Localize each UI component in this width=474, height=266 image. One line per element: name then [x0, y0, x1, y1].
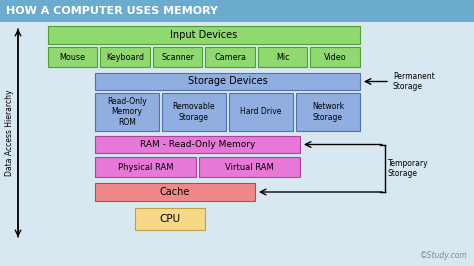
Text: Permanent
Storage: Permanent Storage: [393, 72, 435, 91]
FancyBboxPatch shape: [0, 0, 474, 22]
Text: Read-Only
Memory
ROM: Read-Only Memory ROM: [107, 97, 147, 127]
Text: Video: Video: [324, 52, 346, 61]
Text: Keyboard: Keyboard: [106, 52, 144, 61]
Text: Mouse: Mouse: [60, 52, 86, 61]
FancyBboxPatch shape: [48, 26, 360, 44]
FancyBboxPatch shape: [296, 93, 360, 131]
Text: Data Access Hierarchy: Data Access Hierarchy: [6, 90, 15, 176]
Text: Hard Drive: Hard Drive: [240, 107, 282, 117]
Text: Scanner: Scanner: [161, 52, 194, 61]
FancyBboxPatch shape: [95, 73, 360, 90]
Text: Virtual RAM: Virtual RAM: [225, 163, 274, 172]
Text: CPU: CPU: [159, 214, 181, 224]
FancyBboxPatch shape: [95, 136, 300, 153]
FancyBboxPatch shape: [48, 47, 98, 67]
Text: RAM - Read-Only Memory: RAM - Read-Only Memory: [140, 140, 255, 149]
FancyBboxPatch shape: [153, 47, 202, 67]
FancyBboxPatch shape: [135, 208, 205, 230]
Text: HOW A COMPUTER USES MEMORY: HOW A COMPUTER USES MEMORY: [6, 6, 218, 16]
FancyBboxPatch shape: [206, 47, 255, 67]
Text: Temporary
Storage: Temporary Storage: [388, 159, 428, 178]
FancyBboxPatch shape: [229, 93, 293, 131]
FancyBboxPatch shape: [95, 157, 196, 177]
Text: Mic: Mic: [276, 52, 290, 61]
Text: ©Study.com: ©Study.com: [420, 251, 468, 260]
Text: Network
Storage: Network Storage: [312, 102, 344, 122]
Text: Storage Devices: Storage Devices: [188, 77, 267, 86]
Text: Input Devices: Input Devices: [170, 30, 237, 40]
Text: Physical RAM: Physical RAM: [118, 163, 173, 172]
FancyBboxPatch shape: [95, 183, 255, 201]
FancyBboxPatch shape: [162, 93, 226, 131]
FancyBboxPatch shape: [100, 47, 150, 67]
Text: Removable
Storage: Removable Storage: [173, 102, 215, 122]
FancyBboxPatch shape: [199, 157, 300, 177]
FancyBboxPatch shape: [95, 93, 159, 131]
Text: Cache: Cache: [160, 187, 190, 197]
FancyBboxPatch shape: [258, 47, 308, 67]
Text: Camera: Camera: [214, 52, 246, 61]
FancyBboxPatch shape: [310, 47, 360, 67]
